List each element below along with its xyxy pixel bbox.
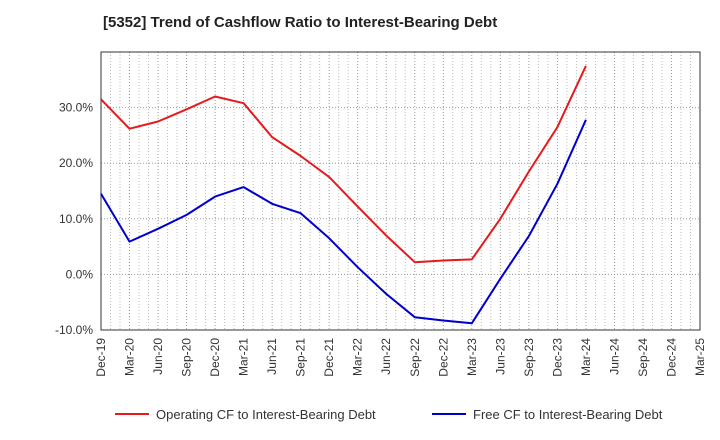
x-tick-label: Mar-22 (351, 338, 365, 376)
legend-label-1: Operating CF to Interest-Bearing Debt (156, 407, 376, 422)
x-tick-label: Sep-22 (408, 338, 422, 377)
x-tick-label: Dec-19 (94, 338, 108, 377)
y-tick-label: 0.0% (66, 267, 94, 281)
x-tick-label: Sep-23 (522, 338, 536, 377)
x-tick-label: Mar-20 (123, 338, 137, 376)
x-tick-label: Sep-20 (180, 338, 194, 377)
x-tick-label: Jun-23 (493, 338, 507, 375)
y-tick-label: 10.0% (59, 212, 93, 226)
x-tick-label: Jun-20 (151, 338, 165, 375)
x-tick-label: Mar-24 (579, 338, 593, 376)
y-tick-label: 20.0% (59, 156, 93, 170)
legend-label-2: Free CF to Interest-Bearing Debt (473, 407, 663, 422)
series-layer (100, 65, 587, 325)
legend: Operating CF to Interest-Bearing Debt Fre… (115, 407, 663, 422)
plot-frame (100, 51, 701, 331)
y-tick-label: 30.0% (59, 101, 93, 115)
x-tick-label: Mar-25 (693, 338, 707, 376)
x-tick-label: Mar-21 (237, 338, 251, 376)
chart-title: [5352] Trend of Cashflow Ratio to Intere… (103, 14, 498, 31)
grid-layer (100, 52, 701, 331)
series-line-2 (100, 119, 587, 325)
x-tick-label: Dec-23 (550, 338, 564, 377)
axis-layer: -10.0% 0.0% 10.0% 20.0% 30.0% Dec-19 Mar-20 Jun… (55, 51, 707, 377)
x-tick-label: Mar-23 (465, 338, 479, 376)
x-tick-label: Jun-22 (379, 338, 393, 375)
x-tick-label: Dec-20 (208, 338, 222, 377)
x-tick-label: Jun-24 (607, 338, 621, 375)
x-tick-label: Dec-24 (664, 338, 678, 377)
y-tick-label: -10.0% (55, 323, 93, 337)
x-tick-label: Dec-21 (322, 338, 336, 377)
x-tick-label: Sep-24 (636, 338, 650, 377)
series-line-1 (100, 65, 587, 264)
x-tick-label: Sep-21 (294, 338, 308, 377)
x-tick-label: Jun-21 (265, 338, 279, 375)
x-tick-label: Dec-22 (436, 338, 450, 377)
